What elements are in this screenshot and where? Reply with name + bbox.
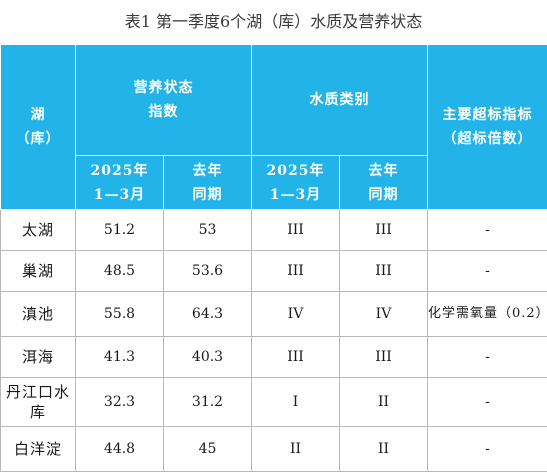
water-quality-table: 湖 （库） 营养状态 指数 水质类别 主要超标指标 （超标倍数） 2025年 1… — [0, 44, 547, 472]
table-row: 太湖 51.2 53 III III - — [1, 210, 547, 251]
ti-last: 31.2 — [164, 378, 252, 427]
ti-last: 45 — [164, 427, 252, 472]
wq-last: IV — [340, 292, 428, 337]
ti-last: 64.3 — [164, 292, 252, 337]
header-trophic-index: 营养状态 指数 — [76, 45, 252, 156]
wq-current: II — [252, 427, 340, 472]
lake-name: 洱海 — [1, 337, 76, 378]
header-row: 湖 （库） 营养状态 指数 水质类别 主要超标指标 （超标倍数） — [1, 45, 547, 156]
lake-name: 巢湖 — [1, 251, 76, 292]
table-row: 巢湖 48.5 53.6 III III - — [1, 251, 547, 292]
lake-name: 白洋淀 — [1, 427, 76, 472]
table-row: 洱海 41.3 40.3 III III - — [1, 337, 547, 378]
main-exceed: - — [428, 251, 547, 292]
wq-current: III — [252, 251, 340, 292]
subheader-ti-last: 去年 同期 — [164, 156, 252, 210]
table-row: 白洋淀 44.8 45 II II - — [1, 427, 547, 472]
header-main-exceed: 主要超标指标 （超标倍数） — [428, 45, 547, 210]
lake-name: 滇池 — [1, 292, 76, 337]
wq-current: III — [252, 337, 340, 378]
wq-last: II — [340, 427, 428, 472]
table-row: 滇池 55.8 64.3 IV IV 化学需氧量（0.2） — [1, 292, 547, 337]
main-exceed: - — [428, 337, 547, 378]
wq-current: III — [252, 210, 340, 251]
header-water-class: 水质类别 — [252, 45, 428, 156]
main-exceed: - — [428, 378, 547, 427]
ti-current: 55.8 — [76, 292, 164, 337]
main-exceed: 化学需氧量（0.2） — [428, 292, 547, 337]
ti-current: 44.8 — [76, 427, 164, 472]
lake-name: 丹江口水库 — [1, 378, 76, 427]
wq-last: III — [340, 210, 428, 251]
wq-current: IV — [252, 292, 340, 337]
wq-last: III — [340, 337, 428, 378]
wq-last: III — [340, 251, 428, 292]
ti-current: 51.2 — [76, 210, 164, 251]
subheader-ti-current: 2025年 1—3月 — [76, 156, 164, 210]
subheader-wq-current: 2025年 1—3月 — [252, 156, 340, 210]
wq-last: II — [340, 378, 428, 427]
ti-last: 53.6 — [164, 251, 252, 292]
lake-name: 太湖 — [1, 210, 76, 251]
ti-last: 53 — [164, 210, 252, 251]
subheader-wq-last: 去年 同期 — [340, 156, 428, 210]
wq-current: I — [252, 378, 340, 427]
header-lake: 湖 （库） — [1, 45, 76, 210]
ti-current: 41.3 — [76, 337, 164, 378]
table-row: 丹江口水库 32.3 31.2 I II - — [1, 378, 547, 427]
ti-current: 32.3 — [76, 378, 164, 427]
main-exceed: - — [428, 210, 547, 251]
table-title: 表1 第一季度6个湖（库）水质及营养状态 — [0, 0, 547, 44]
ti-last: 40.3 — [164, 337, 252, 378]
main-exceed: - — [428, 427, 547, 472]
ti-current: 48.5 — [76, 251, 164, 292]
